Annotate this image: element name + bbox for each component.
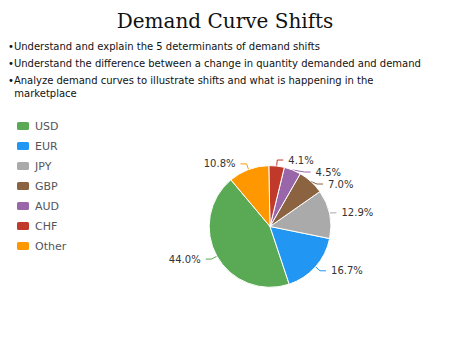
svg-text:CHF: CHF — [35, 220, 57, 233]
svg-text:7.0%: 7.0% — [328, 179, 353, 190]
svg-text:GBP: GBP — [35, 180, 58, 193]
svg-text:•Analyze demand curves to illu: •Analyze demand curves to illustrate shi… — [8, 75, 374, 86]
svg-text:•Understand the difference bet: •Understand the difference between a cha… — [8, 58, 421, 69]
svg-text:AUD: AUD — [35, 200, 59, 213]
svg-text:44.0%: 44.0% — [169, 254, 201, 265]
svg-text:10.8%: 10.8% — [204, 158, 236, 169]
svg-text:Demand Curve Shifts: Demand Curve Shifts — [117, 9, 334, 33]
svg-text:EUR: EUR — [35, 140, 58, 153]
svg-text:4.5%: 4.5% — [316, 167, 341, 178]
svg-text:USD: USD — [35, 120, 59, 133]
svg-text:16.7%: 16.7% — [331, 265, 363, 276]
svg-text:Other: Other — [35, 240, 67, 253]
svg-text:marketplace: marketplace — [8, 88, 77, 99]
svg-text:4.1%: 4.1% — [288, 155, 313, 166]
svg-text:•Understand and explain the 5: •Understand and explain the 5 determinan… — [8, 41, 320, 52]
svg-text:JPY: JPY — [34, 160, 52, 173]
svg-text:12.9%: 12.9% — [341, 207, 373, 218]
